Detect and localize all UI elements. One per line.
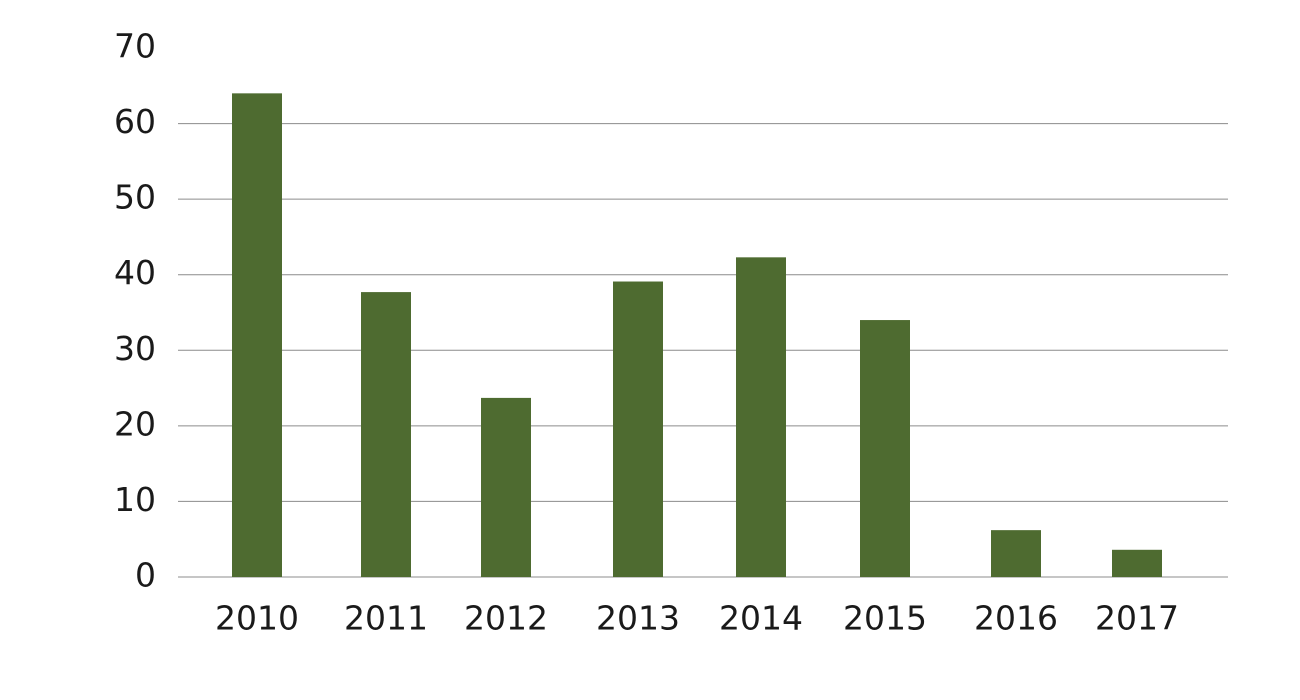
bar — [481, 397, 531, 577]
y-tick-label: 40 — [114, 253, 156, 292]
y-tick-label: 20 — [114, 404, 156, 443]
x-tick-label: 2010 — [215, 599, 299, 638]
bar — [991, 530, 1041, 577]
bar — [1112, 549, 1162, 577]
x-tick-label: 2017 — [1095, 599, 1179, 638]
y-tick-label: 60 — [114, 102, 156, 141]
x-tick-label: 2011 — [344, 599, 428, 638]
x-tick-label: 2013 — [596, 599, 680, 638]
bar — [232, 93, 282, 577]
x-tick-label: 2012 — [464, 599, 548, 638]
y-tick-label: 30 — [114, 329, 156, 368]
y-tick-label: 10 — [114, 480, 156, 519]
bar — [860, 320, 910, 577]
x-tick-label: 2016 — [974, 599, 1058, 638]
bar — [736, 257, 786, 577]
x-tick-label: 2014 — [719, 599, 803, 638]
y-tick-label: 0 — [135, 556, 156, 595]
bar — [361, 292, 411, 577]
bar — [613, 281, 663, 577]
y-tick-label: 70 — [114, 27, 156, 66]
x-tick-label: 2015 — [843, 599, 927, 638]
y-tick-label: 50 — [114, 178, 156, 217]
